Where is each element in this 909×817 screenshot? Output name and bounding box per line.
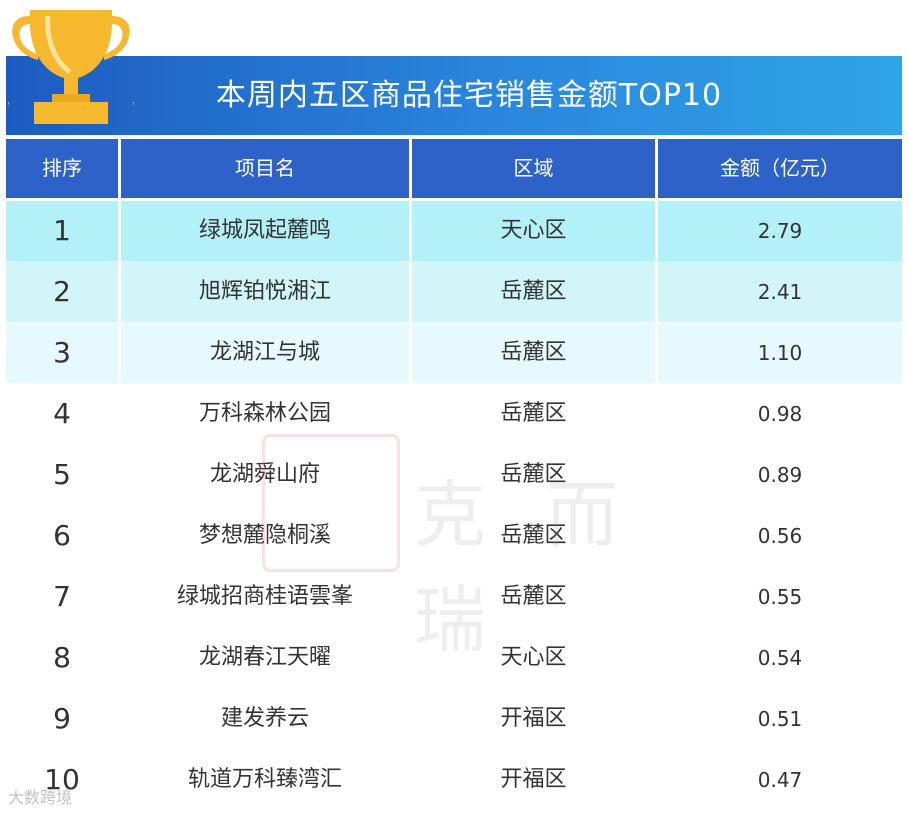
table-row: 6 梦想麓隐桐溪 岳麓区 0.56 [6,506,902,566]
cell-project: 万科森林公园 [198,401,331,426]
cell-rank: 5 [53,458,71,491]
cell-amount: 0.89 [757,463,803,487]
header-district: 区域 [412,139,655,198]
cell-district: 岳麓区 [500,584,567,609]
cell-amount: 0.47 [757,768,803,792]
trophy-icon [8,10,134,124]
cell-rank: 10 [44,763,80,796]
cell-rank: 9 [53,702,71,735]
corner-watermark: 大数跨境 [8,788,73,807]
table-row: 8 龙湖春江天曜 天心区 0.54 [6,628,902,688]
table-header: 排序 项目名 区域 金额（亿元） [6,139,902,198]
header-rank: 排序 [6,139,118,198]
cell-amount: 2.79 [658,201,902,261]
cell-rank: 8 [53,641,71,674]
cell-rank: 3 [6,323,118,383]
cell-project: 绿城凤起麓鸣 [121,201,409,261]
cell-amount: 0.55 [757,585,803,609]
cell-amount: 1.10 [658,323,902,383]
cell-district: 岳麓区 [500,462,567,487]
cell-amount: 0.98 [757,402,803,426]
header-amount: 金额（亿元） [658,139,902,198]
table-row: 2 旭辉铂悦湘江 岳麓区 2.41 [6,262,902,322]
cell-district: 开福区 [500,706,567,731]
cell-project: 龙湖春江天曜 [198,645,331,670]
cell-rank: 4 [53,397,71,430]
table-row: 3 龙湖江与城 岳麓区 1.10 [6,323,902,383]
cell-amount: 2.41 [658,262,902,322]
cell-rank: 1 [6,201,118,261]
cell-project: 龙湖舜山府 [209,462,320,487]
cell-rank: 7 [53,580,71,613]
cell-district: 天心区 [412,201,655,261]
cell-district: 岳麓区 [500,401,567,426]
cell-rank: 2 [6,262,118,322]
table-row: 10 轨道万科臻湾汇 开福区 0.47 [6,750,902,810]
cell-district: 天心区 [500,645,567,670]
cell-project: 轨道万科臻湾汇 [187,767,342,792]
cell-district: 开福区 [500,767,567,792]
title-banner: 本周内五区商品住宅销售金额TOP10 [6,56,902,135]
cell-rank: 6 [53,519,71,552]
cell-project: 龙湖江与城 [121,323,409,383]
cell-amount: 0.56 [757,524,803,548]
cell-district: 岳麓区 [412,323,655,383]
page-title: 本周内五区商品住宅销售金额TOP10 [215,78,723,113]
table-row: 1 绿城凤起麓鸣 天心区 2.79 [6,201,902,261]
cell-project: 绿城招商桂语雲峯 [176,584,353,609]
table-row: 4 万科森林公园 岳麓区 0.98 [6,384,902,444]
table-row: 7 绿城招商桂语雲峯 岳麓区 0.55 [6,567,902,627]
header-project: 项目名 [121,139,409,198]
cell-project: 梦想麓隐桐溪 [198,523,331,548]
cell-project: 旭辉铂悦湘江 [121,262,409,322]
table-row: 5 龙湖舜山府 岳麓区 0.89 [6,445,902,505]
cell-amount: 0.51 [757,707,803,731]
table-row: 9 建发养云 开福区 0.51 [6,689,902,749]
cell-project: 建发养云 [220,706,309,731]
cell-district: 岳麓区 [500,523,567,548]
cell-amount: 0.54 [757,646,803,670]
cell-district: 岳麓区 [412,262,655,322]
